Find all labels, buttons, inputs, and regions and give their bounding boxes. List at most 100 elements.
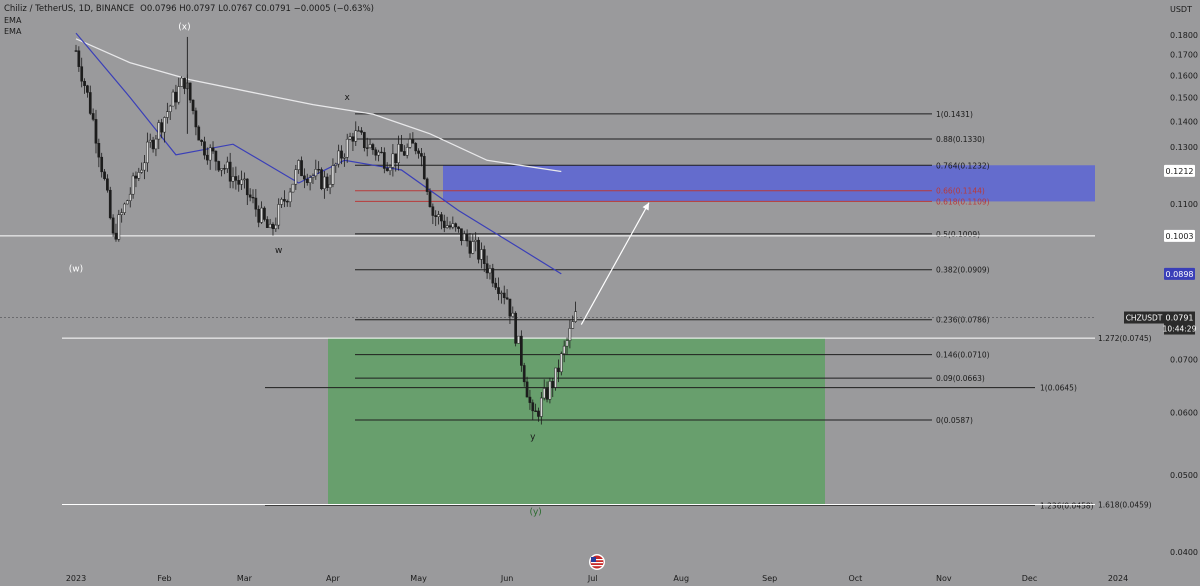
- candle-body: [245, 178, 249, 196]
- time-axis[interactable]: 2023 Feb Mar Apr May Jun Jul Aug Sep Oct Nov Dec 202…: [66, 574, 1128, 583]
- candle-body: [397, 144, 400, 164]
- indicator-ema-1[interactable]: EMA: [4, 16, 22, 25]
- candle-body: [454, 223, 458, 228]
- candle-body: [380, 151, 383, 154]
- wave-label: y: [530, 432, 536, 442]
- ohlc-readout: O0.0796 H0.0797 L0.0767 C0.0791 −0.0005 …: [140, 4, 374, 14]
- candle-body: [217, 161, 221, 171]
- level-badge-text: 0.1003: [1166, 232, 1194, 241]
- candle-body: [351, 136, 355, 142]
- candle-body: [111, 217, 115, 234]
- candle-body: [562, 345, 566, 354]
- resistance-zone[interactable]: [443, 165, 1095, 202]
- candle-body: [288, 191, 292, 203]
- candle-body: [514, 312, 517, 344]
- candle-body: [422, 156, 426, 180]
- candle-body: [88, 92, 92, 114]
- candle-body: [83, 80, 86, 86]
- candle-body: [502, 292, 506, 298]
- projection-arrow[interactable]: [580, 202, 650, 325]
- candle-body: [437, 214, 440, 217]
- candle-body: [80, 66, 84, 82]
- extension-label: 1.618(0.0459): [1098, 501, 1152, 510]
- wave-label: (y): [529, 507, 541, 517]
- candle-body: [265, 219, 269, 228]
- candle-body: [420, 153, 423, 157]
- candle-body: [357, 130, 360, 132]
- wave-label: x: [345, 93, 351, 103]
- fib-label: 0.382(0.0909): [936, 266, 990, 275]
- support-zone[interactable]: [328, 338, 825, 506]
- candle-body: [280, 199, 283, 205]
- candle-body: [480, 249, 483, 260]
- candle-body: [334, 163, 338, 166]
- candle-body: [214, 150, 218, 162]
- level-badge: [1164, 229, 1195, 242]
- candle-body: [148, 139, 152, 143]
- candle-body: [234, 176, 238, 181]
- candle-body: [94, 119, 98, 144]
- candle-body: [251, 196, 255, 199]
- candle-body: [151, 139, 155, 150]
- candle-body: [86, 85, 89, 93]
- candle-body: [500, 292, 503, 295]
- price-tick-label: 0.1300: [1170, 143, 1198, 152]
- price-badges: 0.1212 0.1003 0.0898 CHZUSDT 0.0791 10:44:29: [1124, 164, 1197, 335]
- candle-body: [194, 110, 198, 128]
- candle-body: [308, 177, 312, 183]
- candle-body: [337, 150, 340, 165]
- candle-body: [248, 194, 252, 198]
- candle-body: [557, 367, 560, 373]
- candle-body: [525, 381, 529, 398]
- time-tick-label: Jul: [587, 574, 598, 583]
- candle-body: [271, 223, 275, 230]
- candle-body: [517, 335, 520, 344]
- time-tick-label: Oct: [848, 574, 862, 583]
- time-tick-label: 2024: [1108, 574, 1128, 583]
- candle-body: [417, 150, 420, 154]
- price-tick-label: 0.1100: [1170, 200, 1198, 209]
- extension-label: 1(0.0645): [1040, 384, 1077, 393]
- wave-label: (w): [69, 264, 83, 274]
- flag-logo: [589, 554, 605, 570]
- candle-body: [123, 203, 126, 213]
- symbol-badge-text: CHZUSDT: [1126, 314, 1163, 323]
- time-tick-label: May: [410, 574, 427, 583]
- time-tick-label: Mar: [237, 574, 253, 583]
- candle-body: [131, 175, 135, 195]
- candle-body: [482, 249, 486, 264]
- currency-label: USDT: [1170, 5, 1192, 14]
- fib-extension[interactable]: 1.272(0.0745) 1(0.0645) 1.236(0.0458) 1.618…: [62, 334, 1152, 510]
- candle-body: [74, 50, 78, 52]
- candle-body: [325, 176, 329, 188]
- candle-body: [100, 156, 104, 173]
- candle-body: [320, 169, 323, 189]
- candle-body: [468, 240, 472, 254]
- fib-label: 1(0.1431): [936, 110, 973, 119]
- fib-retracement[interactable]: 1(0.1431) 0.88(0.1330) 0.764(0.1232) 0.66(0…: [355, 110, 990, 425]
- candle-body: [494, 282, 498, 288]
- candle-body: [171, 91, 175, 107]
- candle-body: [197, 126, 201, 141]
- price-tick-label: 0.1500: [1170, 94, 1198, 103]
- candle-body: [317, 169, 321, 171]
- price-tick-label: 0.1800: [1170, 31, 1198, 40]
- candle-body: [200, 139, 203, 142]
- indicator-ema-2[interactable]: EMA: [4, 27, 22, 36]
- candle-body: [108, 189, 112, 219]
- candle-body: [166, 111, 169, 118]
- fib-label: 0.236(0.0786): [936, 316, 990, 325]
- candle-body: [203, 141, 206, 156]
- candle-body: [106, 178, 109, 191]
- fib-label: 0.5(0.1009): [936, 230, 980, 239]
- candle-body: [571, 321, 575, 329]
- candle-body: [539, 397, 543, 417]
- price-axis[interactable]: 0.1800 0.1700 0.1600 0.1500 0.1400 0.1300 0.11…: [1170, 31, 1198, 557]
- candle-body: [274, 224, 278, 230]
- candle-body: [146, 141, 149, 164]
- candlestick-series: [74, 36, 577, 425]
- candle-body: [328, 184, 332, 188]
- candle-body: [505, 297, 509, 300]
- candle-body: [240, 179, 243, 185]
